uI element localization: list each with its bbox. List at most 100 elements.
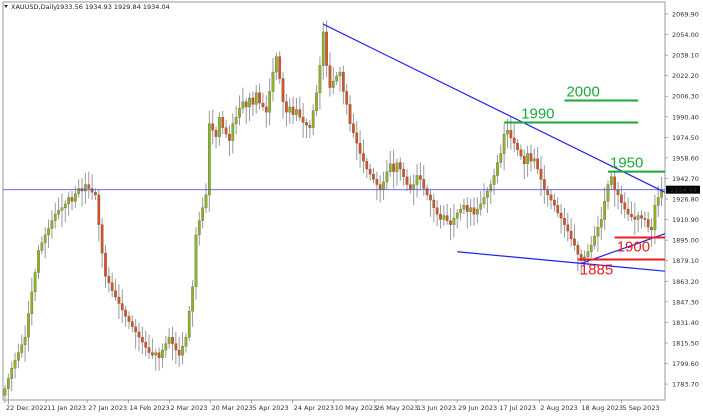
- bear-candle: [432, 199, 436, 208]
- bear-candle: [576, 245, 580, 255]
- time-axis[interactable]: 22 Dec 2022 11 Jan 2023 27 Jan 2023 14 Feb …: [4, 400, 660, 412]
- bull-candle: [27, 313, 30, 338]
- y-tick-label: 1958.60: [672, 154, 699, 162]
- bear-candle: [536, 158, 540, 170]
- bear-candle: [281, 78, 285, 102]
- bull-candle: [455, 212, 459, 219]
- bull-candle: [167, 336, 171, 344]
- bull-candle: [636, 215, 640, 220]
- bull-candle: [53, 214, 57, 221]
- y-tick-label: 1990.40: [672, 113, 699, 121]
- bear-candle: [429, 194, 432, 201]
- bull-candle: [50, 220, 54, 229]
- bull-candle: [248, 97, 251, 108]
- bull-candle: [653, 205, 657, 230]
- x-tick-label: 5 Sep 2023: [623, 404, 660, 412]
- bull-candle: [506, 130, 509, 135]
- bull-candle: [164, 343, 168, 351]
- bull-candle: [201, 207, 204, 221]
- bear-candle: [171, 336, 174, 344]
- bear-candle: [522, 155, 526, 165]
- bull-candle: [486, 190, 489, 198]
- bull-candle: [67, 197, 70, 205]
- bull-candle: [288, 106, 292, 113]
- bull-candle: [7, 378, 10, 389]
- bear-candle: [100, 224, 104, 254]
- level-label-1990: 1990: [521, 105, 554, 122]
- bull-candle: [191, 286, 194, 312]
- bear-candle: [177, 349, 181, 356]
- bull-candle: [469, 207, 473, 212]
- y-tick-label: 2069.90: [672, 11, 699, 19]
- bull-candle: [184, 336, 188, 347]
- bear-candle: [422, 179, 426, 189]
- bull-candle: [268, 91, 272, 113]
- bear-candle: [445, 215, 449, 221]
- y-tick-label: 1879.10: [672, 257, 699, 265]
- bear-candle: [579, 254, 583, 261]
- bear-candle: [566, 224, 570, 232]
- bear-candle: [465, 205, 469, 212]
- y-tick-label: 2006.30: [672, 93, 699, 101]
- bear-candle: [646, 219, 650, 228]
- bear-candle: [640, 215, 643, 219]
- bull-candle: [74, 193, 77, 202]
- bear-candle: [224, 127, 228, 135]
- bull-candle: [338, 71, 342, 77]
- bear-candle: [348, 104, 352, 124]
- x-tick-label: 18 Aug 2023: [581, 404, 623, 412]
- bear-candle: [264, 106, 268, 113]
- trendline: [322, 23, 666, 193]
- bull-candle: [77, 188, 81, 194]
- trendline: [580, 233, 666, 264]
- y-tick-label: 2022.20: [672, 72, 699, 80]
- bull-candle: [335, 75, 339, 82]
- bear-candle: [362, 153, 365, 162]
- bear-candle: [398, 162, 402, 170]
- y-tick-label: 1974.50: [672, 134, 699, 142]
- bear-candle: [378, 184, 382, 190]
- bear-candle: [104, 252, 107, 277]
- bear-candle: [298, 109, 302, 118]
- price-axis[interactable]: 2069.90 2054.00 2038.10 2022.20 2006.30 1990.…: [665, 11, 700, 389]
- bear-candle: [130, 321, 134, 327]
- bull-candle: [318, 65, 322, 93]
- bull-candle: [599, 219, 603, 228]
- bear-candle: [301, 117, 305, 123]
- bull-candle: [23, 336, 27, 346]
- triangle-down-icon[interactable]: [4, 5, 8, 8]
- bull-candle: [388, 163, 392, 172]
- x-tick-label: 5 Apr 2023: [253, 404, 289, 412]
- bear-candle: [174, 343, 178, 351]
- bull-candle: [532, 158, 536, 162]
- bear-candle: [549, 194, 553, 201]
- bear-candle: [408, 184, 412, 190]
- y-tick-label: 2054.00: [672, 31, 699, 39]
- bear-candle: [87, 184, 91, 189]
- bear-candle: [352, 123, 355, 133]
- bull-candle: [586, 251, 590, 258]
- bear-candle: [633, 216, 637, 220]
- bull-candle: [234, 117, 238, 124]
- bull-candle: [385, 171, 389, 183]
- bull-candle: [526, 153, 529, 165]
- y-tick-label: 1799.60: [672, 360, 699, 368]
- bear-candle: [372, 174, 375, 180]
- bull-candle: [315, 92, 318, 111]
- bull-candle: [459, 208, 462, 214]
- bull-candle: [331, 80, 335, 88]
- bear-candle: [543, 179, 546, 190]
- bull-candle: [43, 234, 47, 243]
- y-tick-label: 1895.00: [672, 237, 699, 245]
- y-tick-label: 1847.30: [672, 298, 699, 306]
- x-tick-label: 10 May 2023: [335, 404, 377, 412]
- ohlc-readout: 1933.56 1934.93 1929.84 1934.04: [56, 3, 170, 11]
- bull-candle: [57, 210, 60, 215]
- x-tick-label: 14 Feb 2023: [129, 404, 169, 412]
- bear-candle: [626, 208, 630, 215]
- bear-candle: [325, 31, 328, 66]
- bull-candle: [311, 110, 315, 128]
- bear-candle: [278, 56, 282, 79]
- y-tick-label: 1910.90: [672, 216, 699, 224]
